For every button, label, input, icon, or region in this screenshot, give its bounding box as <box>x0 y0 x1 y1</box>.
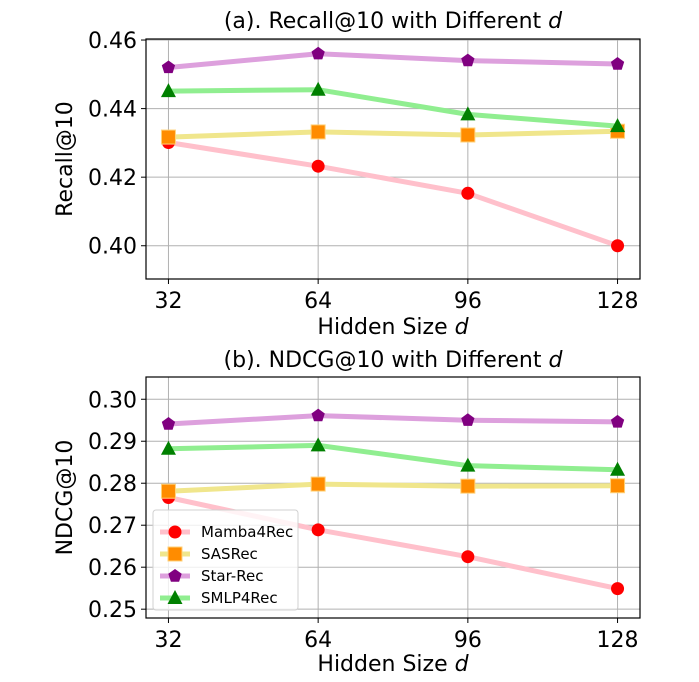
data-point <box>160 483 176 499</box>
data-point <box>310 124 326 140</box>
subplot-recall: 32 64 96 128 0.40 0.42 0.44 0.46 (a). Recall@10 … <box>53 9 641 340</box>
legend-marker <box>168 525 182 539</box>
chart-title: (a). Recall@10 with Different d <box>224 9 563 34</box>
data-point <box>460 457 476 472</box>
series-line <box>168 413 618 427</box>
series-star-rec <box>161 46 625 74</box>
x-tick-label: 32 <box>154 289 182 314</box>
x-tick-label: 96 <box>454 628 482 653</box>
y-tick-label: 0.29 <box>88 430 137 455</box>
y-axis-label: NDCG@10 <box>53 440 78 556</box>
y-tick-label: 0.40 <box>88 235 137 260</box>
legend-label: Star-Rec <box>201 567 263 585</box>
y-tick-label: 0.30 <box>88 388 137 413</box>
series-smlp4rec <box>160 437 626 476</box>
x-tick-label: 32 <box>154 628 182 653</box>
data-point <box>160 83 176 98</box>
data-point <box>610 57 625 70</box>
data-point <box>461 186 475 200</box>
x-tick-label: 64 <box>304 289 332 314</box>
data-point <box>310 476 326 492</box>
x-axis-label: Hidden Size d <box>317 652 469 677</box>
data-point <box>161 417 176 430</box>
axes-frame <box>145 38 641 280</box>
legend-item: SMLP4Rec <box>160 589 278 607</box>
data-point <box>160 129 176 145</box>
data-point <box>611 582 625 596</box>
legend-label: SMLP4Rec <box>201 589 278 607</box>
x-axis-label-text: Hidden Size <box>317 315 454 340</box>
data-point <box>460 106 476 121</box>
x-tick-label: 96 <box>454 289 482 314</box>
legend-marker <box>168 569 182 582</box>
data-point <box>461 413 475 426</box>
series-line <box>168 481 618 494</box>
axes-frame <box>145 376 641 619</box>
legend-marker <box>167 546 183 562</box>
x-tick-label: 64 <box>304 628 332 653</box>
data-point <box>461 53 475 67</box>
data-point <box>161 60 176 74</box>
y-tick-label: 0.42 <box>88 166 137 191</box>
data-point <box>461 550 475 564</box>
data-point <box>310 81 326 96</box>
legend-item: Mamba4Rec <box>160 523 293 541</box>
y-tick-label: 0.27 <box>88 514 137 539</box>
x-tick-label: 128 <box>597 628 639 653</box>
series-line <box>168 51 618 70</box>
series-line <box>168 87 618 129</box>
legend-label: Mamba4Rec <box>201 523 293 541</box>
legend-item: SASRec <box>160 545 258 563</box>
data-point <box>311 159 325 173</box>
series-line <box>168 140 619 249</box>
chart-title: (b). NDCG@10 with Different d <box>224 348 564 373</box>
data-point <box>460 127 476 143</box>
data-point <box>610 118 626 133</box>
series-mamba4rec <box>161 136 625 253</box>
chart-title-variable: d <box>549 348 564 373</box>
data-point <box>310 437 326 452</box>
y-tick-label: 0.25 <box>88 598 137 623</box>
subplot-ndcg: 32 64 96 128 0.25 0.26 0.27 0.28 0.29 0.30 (b). ND… <box>53 348 641 677</box>
series-line <box>168 442 618 473</box>
legend-box <box>152 509 299 611</box>
data-point <box>311 408 325 422</box>
x-axis-label-variable: d <box>455 315 470 340</box>
y-tick-label: 0.28 <box>88 472 137 497</box>
series-sasrec <box>160 123 626 145</box>
chart-title-text: (a). Recall@10 with Different <box>224 9 548 34</box>
data-point <box>611 239 625 253</box>
data-point <box>311 523 325 537</box>
legend-marker <box>167 590 183 604</box>
data-point <box>311 46 325 60</box>
y-tick-label: 0.46 <box>88 29 137 54</box>
y-tick-label: 0.26 <box>88 556 137 581</box>
series-line <box>168 128 618 140</box>
x-axis-label: Hidden Size d <box>317 315 469 340</box>
data-point <box>460 478 476 494</box>
series-star-rec <box>161 408 625 430</box>
data-point <box>610 461 626 476</box>
data-point <box>610 414 625 428</box>
series-sasrec <box>160 476 626 499</box>
x-tick-label: 128 <box>597 289 639 314</box>
x-axis-label-text: Hidden Size <box>317 652 454 677</box>
chart-title-variable: d <box>548 9 563 34</box>
legend-item: Star-Rec <box>160 567 263 585</box>
legend-label: SASRec <box>201 545 258 563</box>
series-smlp4rec <box>160 81 626 133</box>
legend: Mamba4Rec SASRec Star-Rec SMLP4Rec <box>152 509 299 611</box>
x-axis-label-variable: d <box>455 652 470 677</box>
data-point <box>160 440 176 455</box>
data-point <box>610 478 626 494</box>
chart-title-text: (b). NDCG@10 with Different <box>224 348 549 373</box>
y-axis-label: Recall@10 <box>53 101 78 217</box>
y-tick-label: 0.44 <box>88 98 137 123</box>
